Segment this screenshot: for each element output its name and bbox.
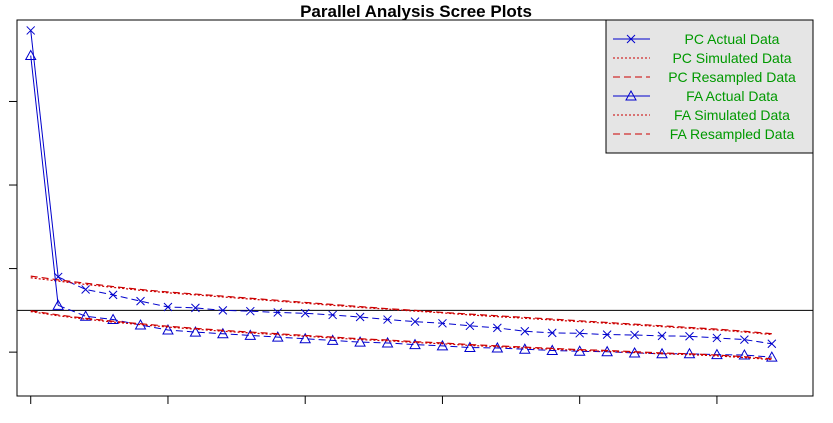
data-point-x [492, 323, 502, 333]
series-line-dashed [57, 276, 772, 345]
data-point-x [136, 296, 145, 306]
legend: PC Actual Data PC Simulated Data PC Resamp… [605, 19, 814, 154]
data-point-triangle [491, 341, 504, 353]
data-point-x [438, 318, 447, 328]
data-point-x [163, 302, 173, 312]
data-point-triangle [326, 334, 339, 345]
data-point-triangle [107, 313, 119, 325]
data-point-triangle [711, 348, 723, 360]
data-point-triangle [244, 329, 257, 340]
data-point-x [191, 303, 200, 313]
data-point-triangle [52, 299, 65, 310]
data-point-x [108, 290, 118, 300]
series-line-solid [30, 30, 59, 277]
series-line [30, 277, 772, 336]
data-point-triangle [409, 338, 421, 350]
legend-label: PC Resampled Data [668, 69, 796, 85]
series-2 [30, 275, 772, 335]
chart-title: Parallel Analysis Scree Plots [300, 2, 532, 21]
data-point-triangle [683, 347, 696, 359]
series-line [30, 275, 772, 335]
series-line-dashed [57, 304, 772, 358]
legend-box [605, 19, 814, 154]
axis-ticks [9, 100, 718, 404]
data-point-x [218, 306, 228, 315]
data-point-triangle [299, 332, 312, 344]
series-4 [30, 311, 772, 361]
legend-marker-triangle [625, 89, 637, 101]
data-point-triangle [189, 326, 202, 337]
legend-label: FA Resampled Data [670, 126, 795, 142]
data-point-triangle [518, 343, 531, 354]
data-point-x [520, 326, 530, 336]
data-point-x [465, 321, 475, 331]
data-point-triangle [765, 351, 778, 362]
legend-label: FA Actual Data [686, 88, 778, 104]
plot-frame [16, 19, 814, 397]
data-point-x [355, 312, 365, 322]
legend-marker-x [626, 34, 636, 44]
data-point-x [712, 333, 722, 343]
data-point-triangle [464, 341, 476, 353]
series-1 [30, 277, 772, 336]
data-point-x [740, 335, 749, 344]
series-5 [30, 310, 772, 360]
data-point-x [410, 317, 420, 326]
data-point-x [630, 330, 639, 340]
data-point-triangle [79, 310, 92, 321]
data-point-x [245, 306, 255, 316]
data-point-x [328, 310, 338, 320]
series-group [24, 26, 778, 362]
data-point-x [383, 315, 392, 324]
data-point-x [657, 331, 667, 341]
data-point-x [26, 26, 36, 35]
legend-label: FA Simulated Data [674, 107, 790, 123]
data-point-x [300, 308, 310, 318]
data-point-triangle [628, 346, 641, 358]
data-point-x [273, 308, 283, 317]
data-point-triangle [546, 344, 559, 355]
data-point-x [547, 328, 557, 338]
data-point-triangle [271, 331, 284, 342]
series-line [30, 310, 772, 360]
data-point-triangle [24, 49, 37, 61]
data-point-triangle [354, 336, 366, 347]
data-point-x [575, 328, 585, 338]
legend-label: PC Simulated Data [672, 50, 791, 66]
data-point-triangle [738, 349, 751, 360]
legend-label: PC Actual Data [685, 31, 780, 47]
data-point-triangle [217, 327, 229, 339]
series-line-solid [30, 55, 59, 306]
data-point-x [81, 285, 90, 294]
data-point-x [602, 330, 612, 339]
data-point-x [685, 331, 694, 341]
data-point-triangle [162, 323, 174, 335]
data-point-x [767, 339, 777, 349]
data-point-triangle [381, 336, 394, 348]
series-0 [26, 26, 777, 349]
series-line [30, 311, 772, 361]
data-point-triangle [436, 339, 449, 351]
